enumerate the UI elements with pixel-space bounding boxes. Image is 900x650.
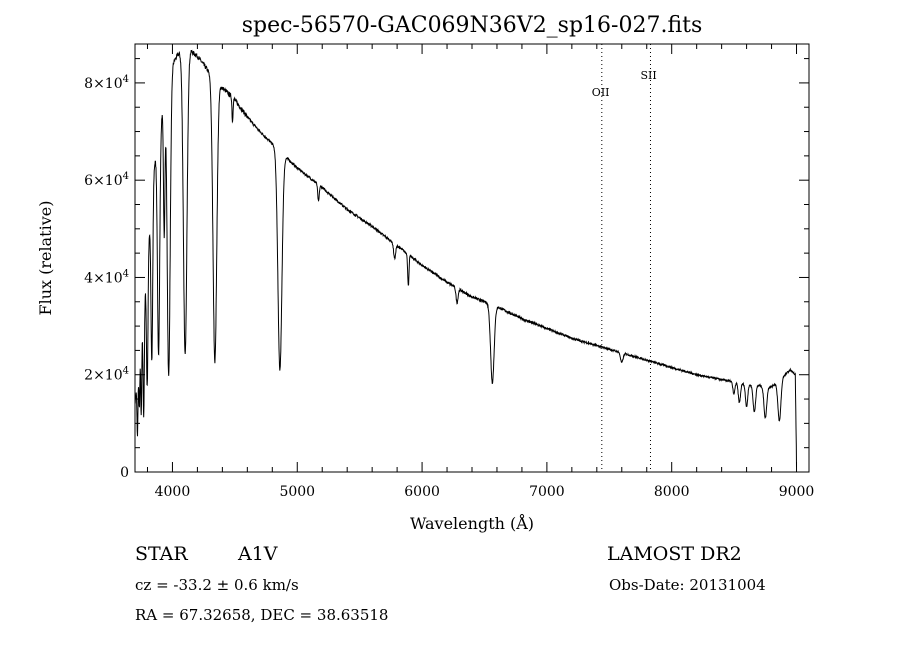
x-tick-label: 8000 <box>654 484 690 500</box>
y-axis-label: Flux (relative) <box>36 201 55 316</box>
redshift-readout: cz = -33.2 ± 0.6 km/s <box>135 576 299 594</box>
object-type: STAR <box>135 543 188 565</box>
x-tick-label: 4000 <box>155 484 191 500</box>
y-tick-label: 2×104 <box>84 366 129 384</box>
y-tick-label: 8×104 <box>84 74 129 92</box>
x-tick-label: 6000 <box>404 484 440 500</box>
plot-axes <box>134 43 810 473</box>
chart-title: spec-56570-GAC069N36V2_sp16-027.fits <box>242 13 703 38</box>
x-tick-label: 9000 <box>779 484 815 500</box>
x-tick-label: 5000 <box>279 484 315 500</box>
y-tick-label: 4×104 <box>84 268 129 286</box>
observation-date: Obs-Date: 20131004 <box>609 576 766 594</box>
line-marker-label: OII <box>592 86 610 99</box>
plot-frame <box>134 43 810 473</box>
x-tick-label: 7000 <box>529 484 565 500</box>
spectral-subclass: A1V <box>237 543 278 565</box>
x-axis-label: Wavelength (Å) <box>410 513 534 533</box>
y-tick-label: 6×104 <box>84 171 129 189</box>
y-tick-label: 0 <box>120 465 129 481</box>
survey-name: LAMOST DR2 <box>607 543 742 565</box>
emission-line-markers: OII SII <box>592 44 657 472</box>
coordinates-readout: RA = 67.32658, DEC = 38.63518 <box>135 606 388 624</box>
line-marker-label: SII <box>640 69 656 82</box>
axis-ticks: 4000 5000 6000 7000 8000 9000 0 2×104 4×104 6×104… <box>84 44 814 500</box>
spectrum-series-line <box>134 49 797 468</box>
